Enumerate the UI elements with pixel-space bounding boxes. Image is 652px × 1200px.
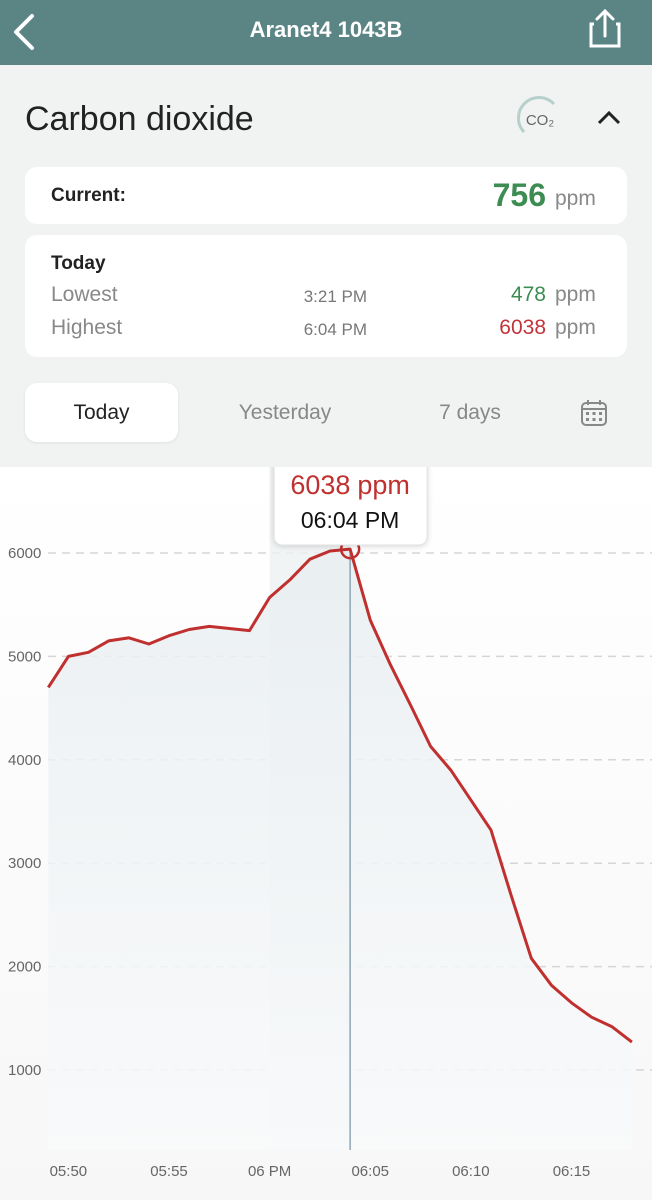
highest-time: 6:04 PM <box>303 320 367 339</box>
section-title: Carbon dioxide <box>25 100 254 138</box>
tooltip-time: 06:04 PM <box>301 507 399 533</box>
highest-label: Highest <box>51 316 123 339</box>
back-button[interactable] <box>10 12 40 52</box>
tab-selected[interactable] <box>25 383 178 442</box>
x-tick-label: 06:05 <box>351 1163 389 1180</box>
tooltip-unit: ppm <box>357 470 410 500</box>
calendar-button[interactable] <box>580 399 608 427</box>
tooltip-box <box>273 467 428 546</box>
lowest-unit: ppm <box>555 283 596 306</box>
highest-value: 6038 <box>499 316 546 339</box>
x-tick-label: 06:10 <box>452 1163 490 1180</box>
area <box>48 549 632 1150</box>
today-title: Today <box>51 253 106 274</box>
current-card <box>25 167 627 224</box>
highest-unit: ppm <box>555 316 596 339</box>
x-tick-label: 05:55 <box>150 1163 188 1180</box>
y-tick-label: 5000 <box>8 648 41 665</box>
lowest-value: 478 <box>510 283 546 306</box>
x-tick-label: 05:50 <box>50 1163 88 1180</box>
co2-icon-text: CO₂ <box>526 112 555 129</box>
header <box>0 0 652 65</box>
lowest-time: 3:21 PM <box>303 287 367 306</box>
current-label: Current: <box>51 185 126 206</box>
collapse-button[interactable] <box>596 108 624 128</box>
y-tick-label: 4000 <box>8 752 41 769</box>
lowest-label: Lowest <box>51 283 118 306</box>
current-value: 756 <box>492 177 546 213</box>
tab[interactable]: Yesterday <box>238 401 332 424</box>
header-title: Aranet4 1043B <box>249 17 403 42</box>
chart: 1000 2000 3000 4000 5000 6000 05:50 05:55 06 PM 0… <box>0 467 652 1200</box>
share-button[interactable] <box>588 8 624 50</box>
x-tick-label: 06 PM <box>248 1163 291 1180</box>
y-tick-label: 1000 <box>8 1062 41 1079</box>
current-unit: ppm <box>555 187 596 210</box>
x-tick-label: 06:15 <box>553 1163 591 1180</box>
today-card <box>25 235 627 357</box>
tooltip-value: 6038 ppm <box>290 470 410 500</box>
y-tick-label: 2000 <box>8 959 41 976</box>
co2-icon: CO₂ <box>517 96 556 134</box>
tab[interactable]: Today <box>73 401 130 424</box>
tooltip: 6038 ppm 06:04 PM <box>273 467 428 546</box>
tab[interactable]: 7 days <box>439 401 501 424</box>
y-tick-label: 3000 <box>8 855 41 872</box>
tooltip-number: 6038 <box>290 470 350 500</box>
y-tick-label: 6000 <box>8 545 41 562</box>
